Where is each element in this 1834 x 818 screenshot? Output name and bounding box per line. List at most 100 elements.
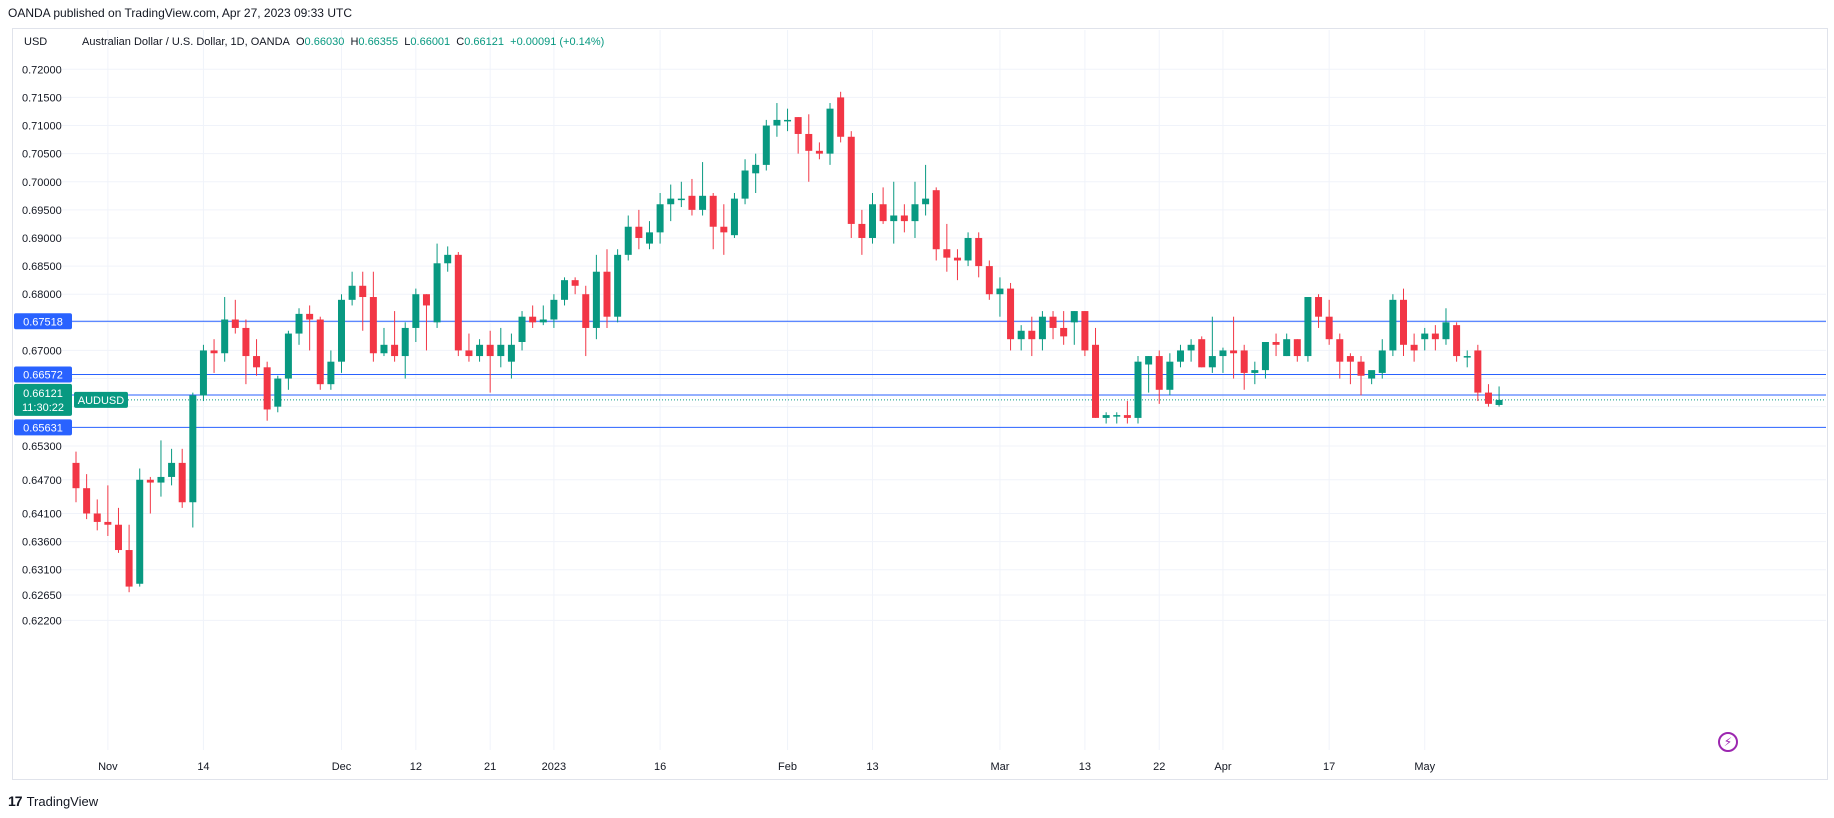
x-tick-label: 12	[410, 761, 422, 773]
candle-body	[1431, 333, 1439, 340]
x-tick-label: 2023	[542, 761, 566, 773]
candle-body	[1240, 350, 1248, 373]
candle-body	[1123, 415, 1131, 418]
candle-body	[1389, 299, 1397, 351]
candle-body	[401, 327, 409, 357]
candle-body	[1315, 297, 1323, 317]
horizontal-levels	[62, 320, 1826, 428]
candle-body	[1155, 356, 1163, 390]
candle-body	[338, 299, 345, 362]
candle-body	[1251, 370, 1259, 373]
y-tick-label: 0.72000	[22, 64, 62, 76]
candle-body	[83, 488, 91, 514]
low-label: L	[404, 36, 411, 48]
candle-body	[380, 344, 388, 354]
candle-body	[1049, 316, 1057, 328]
level-tag	[14, 313, 72, 330]
candle-body	[932, 190, 940, 250]
candle-body	[953, 257, 961, 261]
candle-body	[667, 198, 675, 205]
candle-body	[316, 319, 324, 385]
candle-body	[773, 119, 781, 126]
open-value: 0.66030	[304, 36, 345, 48]
level-tag-label: 0.67518	[23, 316, 63, 328]
candle-body	[518, 316, 526, 342]
candle-body	[1113, 415, 1121, 417]
candle-body	[837, 97, 845, 137]
candle-body	[359, 285, 367, 298]
candle-body	[1017, 330, 1025, 340]
candle-body	[1028, 330, 1036, 340]
open-label: O	[295, 36, 305, 48]
close-label: C	[456, 36, 465, 48]
candle-body	[677, 198, 685, 201]
candle-body	[284, 333, 292, 379]
candle-body	[635, 226, 643, 238]
candle-body	[582, 294, 590, 328]
candle-body	[784, 119, 792, 122]
high-value: 0.66355	[358, 36, 399, 48]
candle-body	[688, 195, 696, 210]
candle-body	[911, 204, 919, 222]
candle-body	[1166, 361, 1174, 390]
candle-body	[1176, 350, 1184, 362]
y-tick-label: 0.69000	[22, 233, 62, 245]
lightning-icon[interactable]: ⚡	[1718, 732, 1738, 752]
x-tick-label: Dec	[332, 761, 352, 773]
candle-body	[645, 232, 653, 244]
tradingview-logo-icon: 17	[8, 793, 23, 809]
candle-body	[1304, 297, 1312, 357]
candle-body	[1208, 356, 1216, 368]
candle-body	[890, 215, 898, 222]
candle-body	[157, 476, 165, 483]
candle-body	[624, 226, 632, 255]
candle-body	[1346, 356, 1354, 362]
change-value: +0.00091 (+0.14%)	[510, 36, 605, 48]
candle-body	[1187, 344, 1195, 351]
candle-body	[72, 462, 80, 489]
candle-body	[114, 524, 122, 551]
y-tick-label: 0.65300	[22, 441, 62, 453]
y-tick-label: 0.64700	[22, 475, 62, 487]
x-tick-label: 21	[484, 761, 496, 773]
candle-body	[1092, 344, 1100, 418]
candle-body	[1198, 339, 1206, 368]
candle-body	[943, 249, 951, 258]
candle-body	[1283, 339, 1291, 357]
publisher-line: OANDA published on TradingView.com, Apr …	[8, 6, 352, 20]
candle-body	[1145, 356, 1153, 365]
x-tick-label: Nov	[98, 761, 118, 773]
candle-body	[1134, 361, 1142, 418]
candle-body	[454, 254, 462, 351]
last-price-tag	[14, 383, 72, 416]
candle-body	[1484, 392, 1492, 404]
candle-body	[507, 344, 515, 362]
candle-body	[210, 350, 218, 354]
candle-body	[1336, 339, 1344, 362]
candle-body	[1081, 311, 1089, 351]
candle-body	[656, 204, 664, 233]
y-tick-label: 0.64100	[22, 508, 62, 520]
candle-body	[1453, 325, 1461, 357]
candle-body	[720, 226, 728, 233]
candle-body	[539, 319, 547, 323]
y-tick-label: 0.62200	[22, 615, 62, 627]
candle-body	[486, 344, 494, 357]
candle-body	[1400, 299, 1407, 345]
axis-currency: USD	[24, 36, 48, 48]
candle-body	[189, 395, 197, 503]
candle-body	[1495, 399, 1503, 405]
x-tick-label: Feb	[778, 761, 797, 773]
x-tick-label: 16	[654, 761, 666, 773]
candle-body	[136, 479, 144, 584]
candle-body	[348, 285, 356, 300]
symbol-legend: Australian Dollar / U.S. Dollar, 1D, OAN…	[82, 36, 604, 48]
y-tick-label: 0.71000	[22, 121, 62, 133]
candle-body	[444, 254, 452, 264]
symbol-tag	[74, 391, 128, 408]
candles	[72, 91, 1503, 593]
x-tick-label: 14	[197, 761, 209, 773]
candle-body	[614, 254, 622, 317]
candle-body	[996, 288, 1004, 295]
